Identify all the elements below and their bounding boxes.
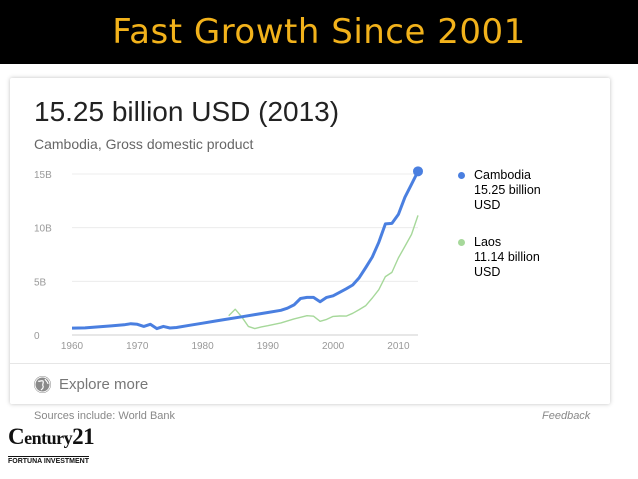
slide-title-bar: Fast Growth Since 2001 — [0, 0, 638, 64]
logo-subtitle: FORTUNA INVESTMENT — [8, 456, 90, 465]
explore-more-row[interactable]: Explore more — [10, 363, 610, 404]
slide-title: Fast Growth Since 2001 — [112, 12, 526, 52]
explore-more-link[interactable]: Explore more — [59, 375, 149, 393]
century21-logo: Century21 FORTUNA INVESTMENT — [8, 424, 108, 474]
legend-name: Laos — [474, 235, 502, 249]
x-tick-label: 1980 — [191, 341, 214, 352]
x-tick-label: 1970 — [126, 341, 149, 352]
y-tick-label: 15B — [34, 170, 52, 181]
logo-wordmark: Century21 — [8, 424, 95, 449]
series-line-laos — [228, 215, 419, 330]
globe-icon — [34, 375, 51, 393]
feedback-link[interactable]: Feedback — [542, 410, 591, 422]
legend-dot-laos — [458, 239, 465, 246]
legend-item-laos[interactable]: Laos 11.14 billion USD — [458, 235, 598, 280]
series-line-cambodia — [71, 170, 420, 331]
y-tick-label: 10B — [34, 224, 52, 235]
series-endpoint-cambodia — [413, 166, 423, 177]
gdp-headline: 15.25 billion USD (2013) — [34, 96, 340, 127]
gdp-card: 15.25 billion USD (2013) Cambodia, Gross… — [10, 78, 610, 404]
gdp-line-chart: 0 5B 10B 15B 1960 1970 1980 1990 2000 2010 — [34, 166, 423, 352]
gdp-subtitle: Cambodia, Gross domestic product — [34, 136, 254, 152]
legend-unit: USD — [474, 265, 501, 279]
legend-name: Cambodia — [474, 168, 531, 182]
legend-dot-cambodia — [458, 172, 465, 179]
legend-unit: USD — [474, 198, 501, 212]
x-tick-label: 1990 — [257, 341, 280, 352]
x-tick-label: 2010 — [387, 341, 410, 352]
y-tick-label: 0 — [34, 331, 40, 342]
legend-value: 15.25 billion — [474, 183, 541, 197]
chart-legend: Cambodia 15.25 billion USD Laos 11.14 bi… — [458, 168, 598, 302]
x-tick-label: 2000 — [322, 341, 345, 352]
sources-note: Sources include: World Bank — [34, 410, 176, 422]
legend-value: 11.14 billion — [474, 250, 540, 264]
x-tick-label: 1960 — [61, 341, 84, 352]
legend-item-cambodia[interactable]: Cambodia 15.25 billion USD — [458, 168, 598, 213]
y-tick-label: 5B — [34, 277, 47, 288]
